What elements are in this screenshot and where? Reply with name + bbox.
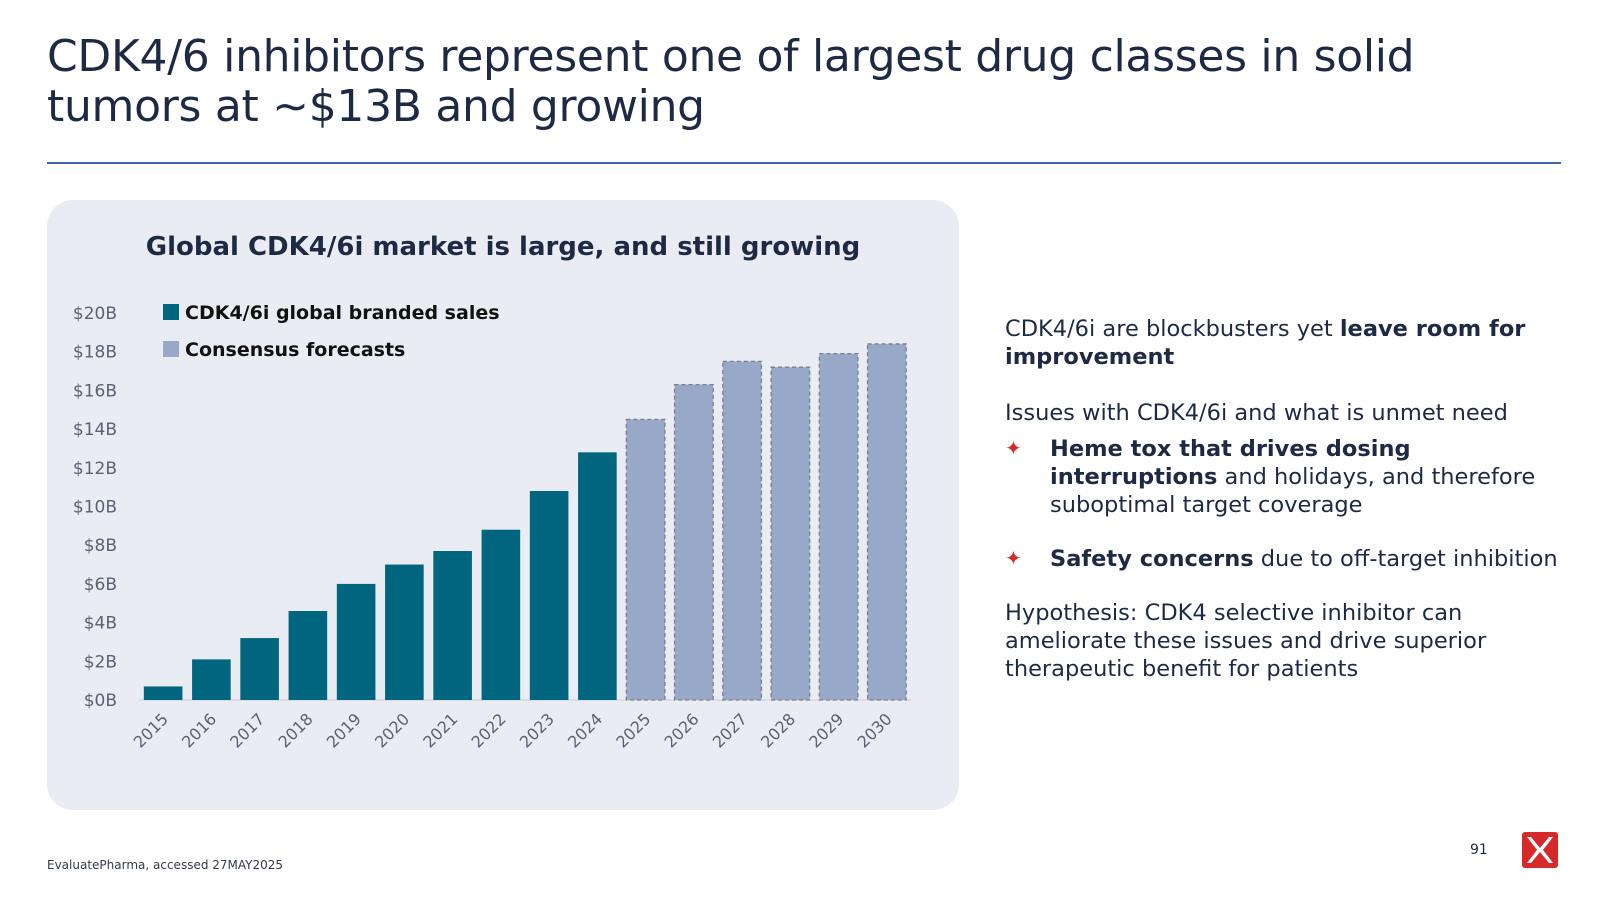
x-tick-label: 2019	[323, 709, 365, 751]
legend-label: CDK4/6i global branded sales	[185, 302, 500, 324]
y-tick-label: $10B	[73, 498, 117, 518]
y-tick-label: $8B	[84, 536, 117, 556]
forecast-bar	[818, 352, 859, 701]
forecast-bar	[625, 418, 666, 701]
intro-text: CDK4/6i are blockbusters yet leave room …	[1005, 315, 1580, 371]
y-tick-label: $12B	[73, 459, 117, 479]
y-tick-label: $16B	[73, 381, 117, 401]
legend-swatch	[163, 341, 179, 357]
y-tick-label: $2B	[84, 652, 117, 672]
x-tick-label: 2021	[419, 709, 461, 751]
x-tick-label: 2017	[226, 709, 268, 751]
forecast-bar	[866, 343, 907, 701]
sales-bar	[481, 529, 521, 700]
sales-bar	[385, 564, 424, 700]
forecast-bar	[722, 360, 763, 701]
x-tick-label: 2028	[757, 709, 799, 751]
bullet-item: ✦ Safety concerns due to off-target inhi…	[1005, 545, 1580, 573]
bullet-bold: Safety concerns	[1050, 546, 1254, 572]
legend-swatch	[163, 304, 179, 320]
slide-title: CDK4/6 inhibitors represent one of large…	[47, 31, 1415, 132]
bullet-bold: Heme tox that drives dosing interruption…	[1050, 436, 1411, 490]
issues-heading: Issues with CDK4/6i and what is unmet ne…	[1005, 400, 1508, 426]
sales-bar	[578, 452, 617, 700]
y-tick-label: $20B	[73, 304, 117, 324]
x-tick-label: 2016	[178, 709, 220, 751]
forecast-bar	[673, 383, 714, 701]
sales-bar	[336, 583, 376, 700]
x-tick-label: 2029	[805, 709, 847, 751]
sales-bar	[143, 686, 183, 700]
sales-bar	[240, 638, 279, 700]
x-tick-label: 2023	[516, 709, 558, 751]
bullet-rest: due to off-target inhibition	[1253, 546, 1558, 572]
legend-label: Consensus forecasts	[185, 339, 405, 361]
y-tick-label: $14B	[73, 420, 117, 440]
title-divider	[47, 162, 1561, 164]
x-tick-label: 2015	[130, 709, 172, 751]
bullet-item: ✦ Heme tox that drives dosing interrupti…	[1005, 435, 1580, 519]
bullet-rest: and holidays, and therefore suboptimal t…	[1050, 464, 1536, 518]
sales-bar	[192, 659, 231, 700]
star-bullet-icon: ✦	[1005, 546, 1022, 570]
x-tick-label: 2024	[564, 709, 606, 751]
y-tick-label: $18B	[73, 343, 117, 363]
x-tick-label: 2022	[467, 709, 509, 751]
x-tick-label: 2020	[371, 709, 413, 751]
forecast-bar	[770, 366, 811, 701]
x-tick-label: 2030	[853, 709, 895, 751]
sales-bar	[529, 491, 569, 700]
x-tick-label: 2025	[612, 709, 654, 751]
intro-plain: CDK4/6i are blockbusters yet	[1005, 316, 1340, 342]
star-bullet-icon: ✦	[1005, 436, 1022, 460]
sales-bar	[433, 551, 472, 700]
intro-bold: leave room for improvement	[1005, 316, 1526, 370]
sales-bar	[288, 610, 328, 700]
x-tick-label: 2026	[660, 709, 702, 751]
x-tick-label: 2027	[709, 709, 751, 751]
x-tick-label: 2018	[274, 709, 316, 751]
y-tick-label: $4B	[84, 614, 117, 634]
page-number: 91	[1470, 842, 1488, 858]
source-footnote: EvaluatePharma, accessed 27MAY2025	[47, 858, 284, 872]
y-tick-label: $0B	[84, 691, 117, 711]
chart-title: Global CDK4/6i market is large, and stil…	[145, 232, 861, 262]
hypothesis-text: Hypothesis: CDK4 selective inhibitor can…	[1005, 600, 1487, 682]
bar-chart: $0B $2B $4B $6B $8B $10B $12B $14B $16B $18B $20B 2…	[73, 302, 911, 752]
x-mark-logo-icon	[1522, 832, 1558, 868]
commentary: CDK4/6i are blockbusters yet leave room …	[1005, 315, 1580, 711]
y-tick-label: $6B	[84, 575, 117, 595]
